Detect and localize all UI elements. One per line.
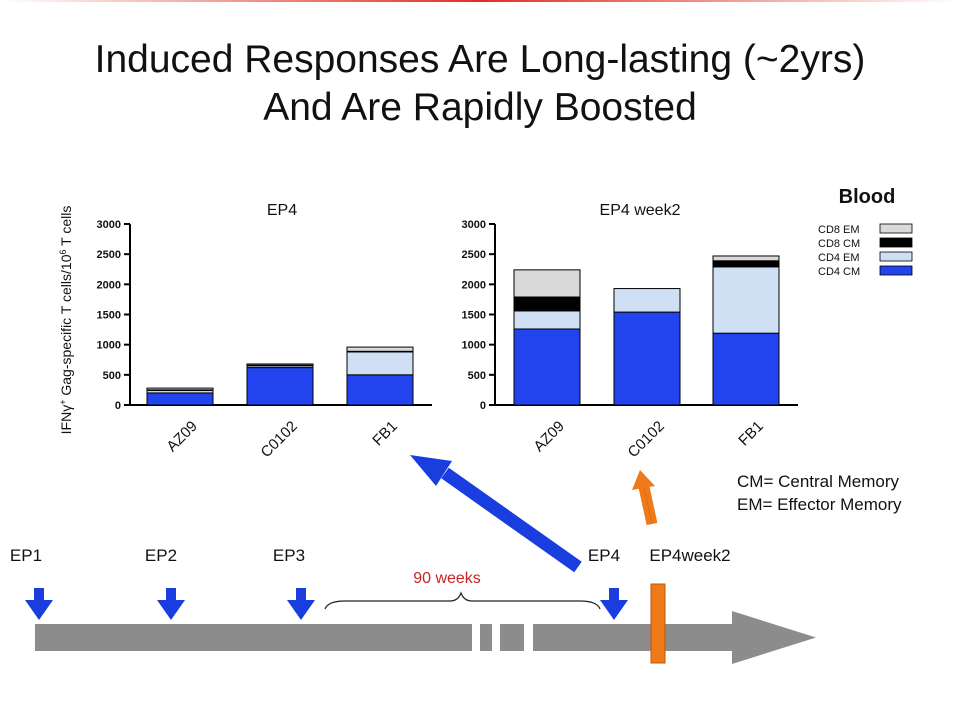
y-tick-label: 2000 <box>462 279 486 291</box>
bar-cd4-em <box>613 288 681 313</box>
legend-label: CD4 EM <box>818 252 860 264</box>
bar-cd4-cm <box>346 374 414 406</box>
orange-up-arrow <box>632 470 658 526</box>
bar-cd4-cm <box>513 328 581 406</box>
y-tick-label: 1000 <box>462 340 486 352</box>
y-tick-label: 1000 <box>97 340 121 352</box>
x-tick-label: C0102 <box>625 418 668 461</box>
note-effector-memory: EM= Effector Memory <box>737 495 902 514</box>
legend-swatch <box>879 265 913 276</box>
bar-cd4-em <box>712 266 780 334</box>
down-arrow-ep3 <box>287 588 315 620</box>
down-arrow-ep4 <box>600 588 628 620</box>
y-axis-label-exponent: 6 <box>58 250 68 255</box>
top-accent-line <box>0 0 960 2</box>
y-axis-label-part: T cells <box>58 206 74 250</box>
y-axis-label: IFNγ+ Gag-specific T cells/106 T cells <box>58 206 74 435</box>
y-tick-label: 0 <box>115 400 121 412</box>
legend-swatch <box>879 251 913 262</box>
legend-title: Blood <box>839 186 896 208</box>
bar-cd8-cm <box>712 260 780 268</box>
y-tick-label: 500 <box>468 370 486 382</box>
timeline-arrow-head <box>533 611 816 664</box>
bar-cd8-em <box>346 346 414 352</box>
legend-label: CD4 CM <box>818 266 860 278</box>
bar-cd8-em <box>712 255 780 262</box>
legend-label: CD8 CM <box>818 238 860 250</box>
bar-cd4-cm <box>712 332 780 406</box>
chart-title: EP4 <box>267 202 297 219</box>
timeline: 90 weeks EP1 EP2 EP3 EP4 EP4week2 <box>10 546 816 664</box>
y-tick-label: 2500 <box>462 249 486 261</box>
bar-cd8-em <box>146 387 214 391</box>
y-tick-label: 2000 <box>97 279 121 291</box>
timeline-bar-segment <box>480 624 492 651</box>
legend: Blood CD8 EM CD8 CM CD4 EM CD4 CM <box>818 186 913 278</box>
slide-title-line-1: Induced Responses Are Long-lasting (~2yr… <box>94 38 866 81</box>
y-axis-label-part: Gag-specific T cells/10 <box>58 254 74 399</box>
timeline-label-ep2: EP2 <box>145 546 177 565</box>
timeline-label-ep4: EP4 <box>588 546 620 565</box>
note-central-memory: CM= Central Memory <box>737 472 900 491</box>
timeline-bar-segment <box>500 624 524 651</box>
down-arrow-ep2 <box>157 588 185 620</box>
bar-cd8-cm <box>513 296 581 312</box>
x-tick-label: FB1 <box>735 418 766 449</box>
legend-swatch <box>879 223 913 234</box>
gap-label: 90 weeks <box>413 570 481 587</box>
y-tick-label: 1500 <box>462 310 486 322</box>
x-tick-label: FB1 <box>369 418 400 449</box>
y-tick-label: 0 <box>480 400 486 412</box>
slide-title-line-2: And Are Rapidly Boosted <box>263 86 697 129</box>
ep4week2-marker <box>650 583 666 664</box>
bar-cd8-em <box>513 269 581 298</box>
bar-cd4-em <box>346 351 414 376</box>
chart-title: EP4 week2 <box>600 202 681 219</box>
weeks-brace <box>324 591 601 610</box>
legend-swatch <box>879 237 913 248</box>
x-tick-label: AZ09 <box>163 418 200 455</box>
bar-cd4-cm <box>246 367 314 406</box>
y-tick-label: 1500 <box>97 310 121 322</box>
timeline-bar-segment <box>35 624 472 651</box>
y-tick-label: 500 <box>103 370 121 382</box>
chart-ep4: EP4 0 500 1000 1500 2000 2500 3000 AZ09 C0102 FB1 <box>97 202 432 461</box>
bar-cd4-cm <box>613 311 681 406</box>
down-arrow-ep1 <box>25 588 53 620</box>
x-tick-label: AZ09 <box>530 418 567 455</box>
y-tick-label: 2500 <box>97 249 121 261</box>
chart-ep4-week2: EP4 week2 0 500 1000 1500 2000 2500 3000 AZ09 C01… <box>462 202 798 461</box>
timeline-label-ep3: EP3 <box>273 546 305 565</box>
blue-diagonal-arrow <box>410 455 582 573</box>
y-axis-label-part: IFN <box>58 412 74 435</box>
y-axis-label-gamma: γ <box>58 405 74 412</box>
timeline-label-ep1: EP1 <box>10 546 42 565</box>
x-tick-label: C0102 <box>258 418 301 461</box>
timeline-label-ep4week2: EP4week2 <box>649 546 730 565</box>
bar-cd4-em <box>513 310 581 330</box>
bar-cd8-em <box>246 363 314 366</box>
bar-cd4-cm <box>146 392 214 406</box>
legend-label: CD8 EM <box>818 224 860 236</box>
y-tick-label: 3000 <box>97 219 121 231</box>
y-tick-label: 3000 <box>462 219 486 231</box>
y-axis-label-plus: + <box>58 400 68 405</box>
